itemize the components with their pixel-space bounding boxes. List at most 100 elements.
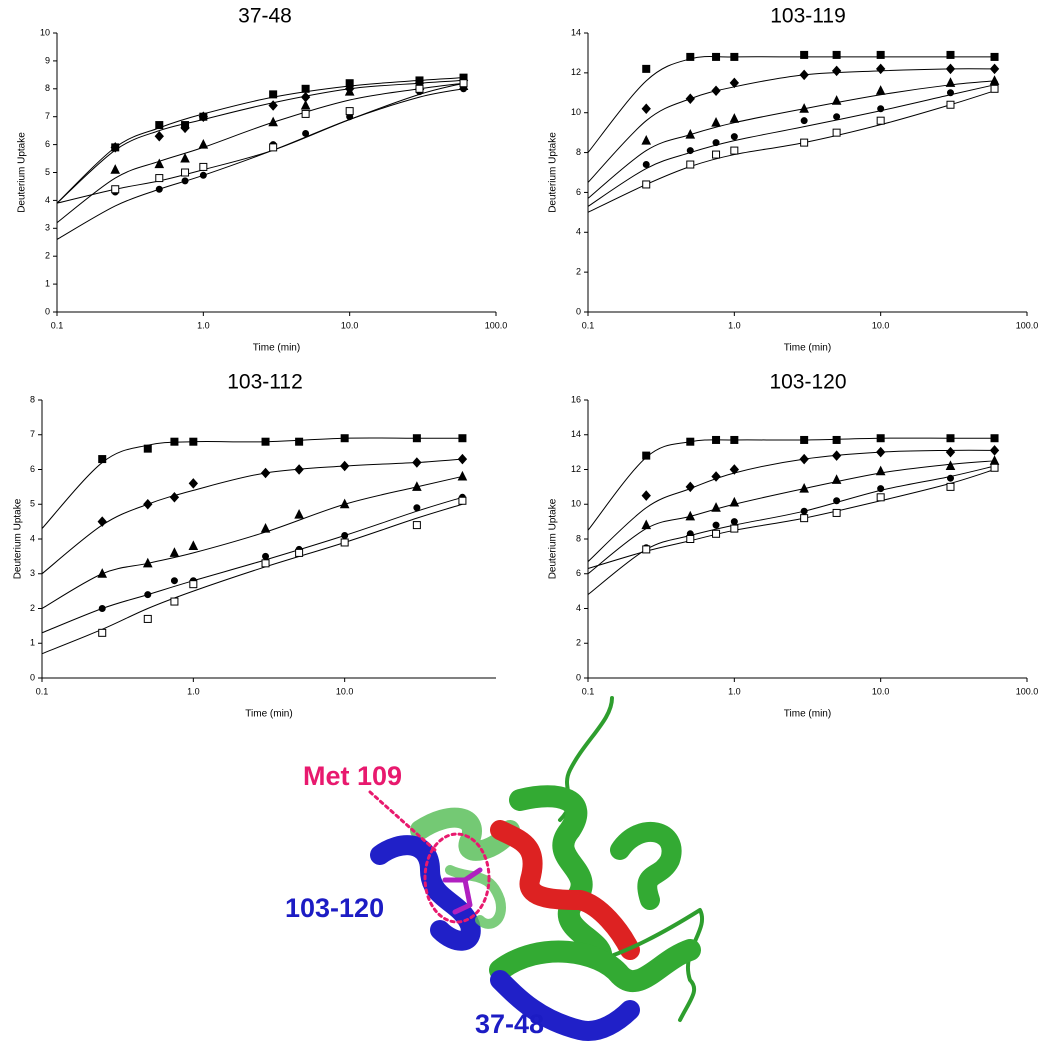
marker <box>413 504 421 512</box>
marker <box>155 174 164 183</box>
marker <box>799 69 809 81</box>
marker <box>169 492 180 503</box>
y-tick-label: 1 <box>45 278 50 288</box>
marker <box>199 162 208 171</box>
marker <box>97 568 108 578</box>
marker <box>800 507 808 515</box>
marker <box>199 171 207 179</box>
y-tick-label: 6 <box>576 187 581 197</box>
y-tick-label: 7 <box>45 111 50 121</box>
marker <box>170 577 178 585</box>
highlight-ring <box>423 832 491 924</box>
marker <box>642 180 651 189</box>
marker <box>260 522 271 533</box>
y-tick-label: 5 <box>30 499 35 509</box>
marker <box>833 497 841 505</box>
marker <box>340 434 349 443</box>
marker <box>143 498 153 510</box>
marker <box>188 478 199 489</box>
y-tick-label: 0 <box>30 672 35 682</box>
marker <box>876 50 885 59</box>
y-tick-label: 4 <box>576 603 581 613</box>
marker <box>155 185 163 193</box>
y-tick-label: 7 <box>30 429 35 439</box>
x-tick-label: 1.0 <box>728 686 741 696</box>
helix <box>610 822 682 910</box>
marker <box>945 77 956 87</box>
marker <box>876 434 885 443</box>
marker <box>800 117 808 125</box>
marker <box>641 103 651 114</box>
marker <box>269 143 278 152</box>
y-axis-label: Deuterium Uptake <box>13 498 24 579</box>
marker <box>832 50 841 59</box>
marker <box>294 464 304 475</box>
marker <box>876 493 885 502</box>
marker <box>832 128 841 137</box>
x-tick-label: 0.1 <box>582 320 595 330</box>
marker <box>339 498 350 509</box>
x-axis-label: Time (min) <box>784 343 831 354</box>
marker <box>111 185 120 194</box>
y-tick-label: 10 <box>571 499 581 509</box>
y-tick-label: 8 <box>576 533 581 543</box>
chart-title: 103-119 <box>770 5 846 28</box>
marker <box>990 52 999 61</box>
x-tick-label: 1.0 <box>197 320 210 330</box>
marker <box>641 490 651 501</box>
chart: 103-119 Time (min) Deuterium Uptake 0 2 4 6 8 10… <box>548 5 1039 354</box>
chart-title: 37-48 <box>238 5 292 28</box>
chart-title: 103-120 <box>769 371 846 394</box>
helix-red <box>490 820 640 960</box>
marker <box>642 545 651 554</box>
y-tick-label: 0 <box>576 672 581 682</box>
marker <box>188 540 199 550</box>
marker <box>711 471 721 482</box>
marker <box>98 455 107 464</box>
marker <box>712 139 720 147</box>
y-tick-label: 10 <box>40 27 50 37</box>
marker <box>711 117 721 127</box>
marker <box>989 445 1000 456</box>
marker <box>339 460 350 472</box>
marker <box>180 152 190 163</box>
marker <box>458 496 467 505</box>
marker <box>730 133 738 141</box>
marker <box>641 134 652 145</box>
marker <box>875 63 886 75</box>
marker <box>686 147 694 155</box>
fit-curve <box>56 82 464 204</box>
y-tick-label: 16 <box>571 394 581 404</box>
marker <box>110 164 121 174</box>
fit-curve <box>587 469 995 570</box>
y-tick-label: 0 <box>45 306 50 316</box>
marker <box>946 89 954 97</box>
marker <box>143 444 152 453</box>
helix <box>509 785 612 971</box>
marker <box>110 142 120 153</box>
marker <box>181 168 190 177</box>
y-tick-label: 8 <box>45 83 50 93</box>
marker <box>189 437 198 446</box>
x-tick-label: 100.0 <box>1016 686 1039 696</box>
marker <box>341 532 349 540</box>
side-chain <box>442 867 483 915</box>
y-tick-label: 6 <box>576 568 581 578</box>
marker <box>711 85 721 97</box>
marker <box>729 77 740 89</box>
marker <box>458 434 467 443</box>
fit-curve <box>587 80 995 199</box>
fit-curve <box>56 88 464 240</box>
y-tick-label: 8 <box>576 147 581 157</box>
marker <box>686 535 695 543</box>
marker <box>832 435 841 444</box>
marker <box>877 485 885 493</box>
x-tick-label: 100.0 <box>485 320 508 330</box>
fit-curve <box>587 68 995 183</box>
marker <box>686 437 695 446</box>
marker <box>344 85 355 96</box>
marker <box>712 529 721 538</box>
y-tick-label: 8 <box>30 394 35 404</box>
